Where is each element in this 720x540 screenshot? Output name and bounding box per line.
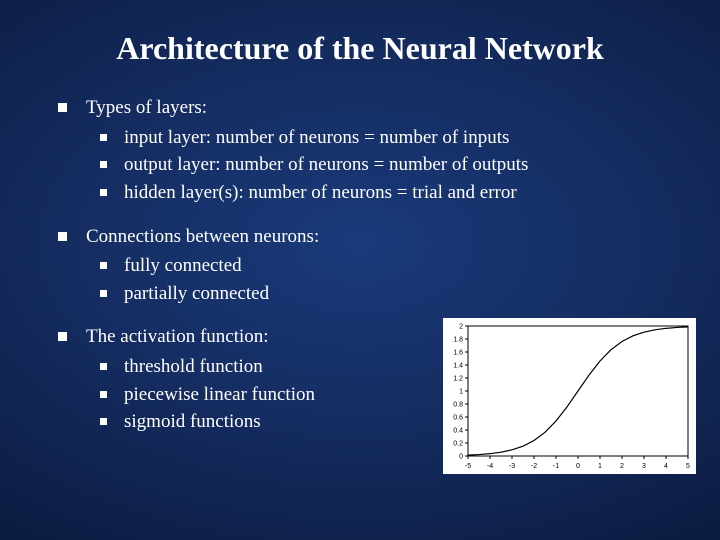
svg-text:2: 2 <box>620 463 624 470</box>
sub-bullet-list: fully connected partially connected <box>86 253 670 306</box>
svg-text:0.4: 0.4 <box>453 428 463 435</box>
svg-text:5: 5 <box>686 463 690 470</box>
bullet-item: Types of layers: input layer: number of n… <box>58 95 670 206</box>
svg-text:1.2: 1.2 <box>453 376 463 383</box>
svg-text:0.6: 0.6 <box>453 415 463 422</box>
svg-text:3: 3 <box>642 463 646 470</box>
sub-bullet-text: piecewise linear function <box>124 384 315 405</box>
svg-text:1.8: 1.8 <box>453 337 463 344</box>
sub-bullet-text: hidden layer(s): number of neurons = tri… <box>124 182 517 203</box>
svg-text:4: 4 <box>664 463 668 470</box>
svg-text:-3: -3 <box>509 463 515 470</box>
slide: Architecture of the Neural Network Types… <box>0 0 720 540</box>
sub-bullet-text: threshold function <box>124 356 263 377</box>
sub-bullet-item: partially connected <box>100 281 670 307</box>
sub-bullet-list: input layer: number of neurons = number … <box>86 125 670 206</box>
slide-title: Architecture of the Neural Network <box>50 30 670 67</box>
sub-bullet-text: partially connected <box>124 283 269 304</box>
bullet-text: Connections between neurons: <box>86 226 319 247</box>
svg-text:0: 0 <box>576 463 580 470</box>
sub-bullet-text: sigmoid functions <box>124 411 261 432</box>
svg-text:1.6: 1.6 <box>453 350 463 357</box>
svg-text:1: 1 <box>459 389 463 396</box>
sub-bullet-item: fully connected <box>100 253 670 279</box>
svg-text:0.2: 0.2 <box>453 441 463 448</box>
bullet-item: Connections between neurons: fully connec… <box>58 224 670 307</box>
svg-text:-2: -2 <box>531 463 537 470</box>
svg-text:-4: -4 <box>487 463 493 470</box>
sub-bullet-text: output layer: number of neurons = number… <box>124 154 528 175</box>
svg-text:-1: -1 <box>553 463 559 470</box>
activation-chart: -5 -4 -3 -2 -1 0 1 2 3 4 5 0 0.2 0.4 0.6 0.8 1 1.2 1.4 1.6 1… <box>443 318 696 474</box>
sub-bullet-text: input layer: number of neurons = number … <box>124 127 509 148</box>
sub-bullet-item: input layer: number of neurons = number … <box>100 125 670 151</box>
svg-text:-5: -5 <box>465 463 471 470</box>
svg-text:1: 1 <box>598 463 602 470</box>
svg-text:1.4: 1.4 <box>453 363 463 370</box>
bullet-text: The activation function: <box>86 326 269 347</box>
sub-bullet-item: hidden layer(s): number of neurons = tri… <box>100 180 670 206</box>
sub-bullet-item: output layer: number of neurons = number… <box>100 152 670 178</box>
sub-bullet-text: fully connected <box>124 255 242 276</box>
svg-text:0.8: 0.8 <box>453 402 463 409</box>
bullet-text: Types of layers: <box>86 97 207 118</box>
svg-text:0: 0 <box>459 454 463 461</box>
svg-text:2: 2 <box>459 324 463 331</box>
